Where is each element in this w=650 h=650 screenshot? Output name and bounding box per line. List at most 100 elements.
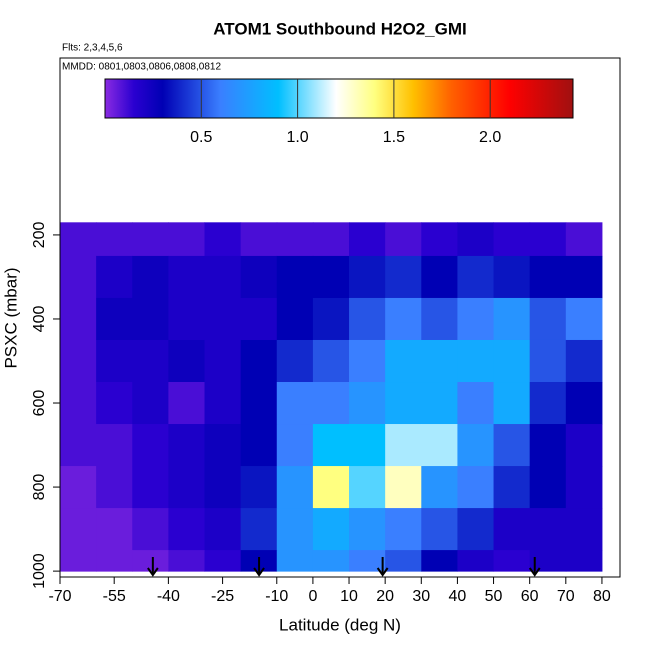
heat-cell bbox=[349, 255, 386, 299]
heat-cell bbox=[385, 222, 422, 257]
heat-cell bbox=[96, 466, 133, 509]
heat-cell bbox=[565, 339, 603, 383]
heat-cell bbox=[529, 382, 567, 425]
heat-cell bbox=[493, 222, 531, 257]
heat-cell bbox=[493, 466, 531, 509]
heat-cell bbox=[168, 424, 206, 467]
heat-cell bbox=[529, 508, 567, 551]
heat-cell bbox=[385, 297, 422, 341]
heat-cell bbox=[529, 222, 567, 257]
heat-cell bbox=[276, 424, 314, 467]
arrow-head bbox=[147, 567, 159, 577]
heat-cell bbox=[565, 508, 603, 551]
heat-cell bbox=[421, 339, 458, 383]
heat-cell bbox=[457, 550, 495, 572]
y-tick-label: 200 bbox=[31, 221, 48, 248]
heat-cell bbox=[96, 255, 133, 299]
heat-cell bbox=[421, 255, 458, 299]
heat-cell bbox=[276, 255, 314, 299]
heat-cell bbox=[349, 466, 386, 509]
heat-cell bbox=[132, 222, 169, 257]
heat-cell bbox=[60, 339, 97, 383]
heat-cell bbox=[132, 424, 169, 467]
colorbar-tick-label: 0.5 bbox=[190, 129, 212, 146]
heat-cell bbox=[204, 339, 242, 383]
heat-cell bbox=[529, 255, 567, 299]
heat-cell bbox=[240, 297, 278, 341]
heat-cell bbox=[132, 382, 169, 425]
heat-cell bbox=[457, 466, 495, 509]
heat-cell bbox=[96, 550, 133, 572]
heat-cell bbox=[60, 255, 97, 299]
arrow-head bbox=[376, 567, 389, 577]
heat-cell bbox=[132, 550, 169, 572]
heat-cell bbox=[60, 424, 97, 467]
heat-cell bbox=[565, 550, 603, 572]
heat-cell bbox=[204, 508, 242, 551]
heat-cell bbox=[529, 424, 567, 467]
heat-cell bbox=[276, 339, 314, 383]
heat-cell bbox=[385, 424, 422, 467]
heat-cell bbox=[240, 424, 278, 467]
colorbar-tick-label: 1.5 bbox=[383, 129, 405, 146]
chart-title: ATOM1 Southbound H2O2_GMI bbox=[213, 19, 466, 38]
heat-cell bbox=[421, 550, 458, 572]
heat-cell bbox=[529, 339, 567, 383]
heat-cell bbox=[96, 424, 133, 467]
heat-cell bbox=[565, 297, 603, 341]
heat-cell bbox=[60, 222, 97, 257]
heat-cell bbox=[349, 424, 386, 467]
heat-cell bbox=[493, 297, 531, 341]
heat-cell bbox=[240, 466, 278, 509]
heat-cell bbox=[168, 297, 206, 341]
subtitle: Flts: 2,3,4,5,6 bbox=[62, 43, 123, 54]
heat-cell bbox=[204, 222, 242, 257]
heat-cell bbox=[349, 550, 386, 572]
heat-cell bbox=[529, 297, 567, 341]
heat-cell bbox=[60, 466, 97, 509]
heat-cell bbox=[60, 508, 97, 551]
x-tick-label: -40 bbox=[157, 588, 180, 605]
heat-cell bbox=[493, 424, 531, 467]
heat-cell bbox=[457, 255, 495, 299]
heat-cell bbox=[276, 382, 314, 425]
heat-cell bbox=[565, 222, 603, 257]
heat-cell bbox=[457, 297, 495, 341]
heat-cell bbox=[96, 508, 133, 551]
heat-cell bbox=[421, 222, 458, 257]
heat-cell bbox=[493, 382, 531, 425]
x-tick-label: -25 bbox=[211, 588, 234, 605]
y-tick-label: 800 bbox=[31, 474, 48, 501]
heat-cell bbox=[493, 255, 531, 299]
heat-cell bbox=[349, 222, 386, 257]
y-axis-label: PSXC (mbar) bbox=[1, 267, 20, 368]
y-tick-label: 600 bbox=[31, 390, 48, 417]
heat-cell bbox=[385, 466, 422, 509]
heat-cell bbox=[565, 466, 603, 509]
heat-cell bbox=[457, 339, 495, 383]
heat-cell bbox=[349, 297, 386, 341]
heat-cell bbox=[204, 424, 242, 467]
heat-cell bbox=[168, 550, 206, 572]
heat-cell bbox=[421, 424, 458, 467]
heat-cell bbox=[457, 222, 495, 257]
heat-cell bbox=[457, 508, 495, 551]
heat-cell bbox=[240, 255, 278, 299]
heat-cell bbox=[529, 466, 567, 509]
heat-cell bbox=[565, 255, 603, 299]
heat-cell bbox=[240, 339, 278, 383]
heat-cell bbox=[132, 339, 169, 383]
heat-cell bbox=[60, 297, 97, 341]
heat-cell bbox=[349, 508, 386, 551]
heat-cell bbox=[312, 424, 350, 467]
y-tick-label: 1000 bbox=[31, 553, 48, 589]
heat-cell bbox=[349, 382, 386, 425]
heat-cell bbox=[421, 382, 458, 425]
heat-cell bbox=[385, 550, 422, 572]
heat-cell bbox=[168, 466, 206, 509]
heat-cell bbox=[385, 255, 422, 299]
colorbar-tick-label: 1.0 bbox=[286, 129, 308, 146]
x-tick-label: 10 bbox=[340, 588, 358, 605]
heat-cell bbox=[312, 297, 350, 341]
